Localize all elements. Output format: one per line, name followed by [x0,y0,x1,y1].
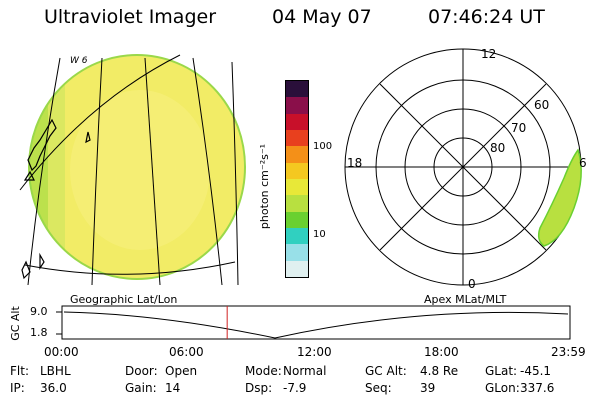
altitude-xtick-2359: 23:59 [551,345,586,359]
observation-date: 04 May 07 [272,6,372,28]
altitude-xtick-0000: 00:00 [44,345,79,359]
altitude-xtick-1800: 18:00 [424,345,459,359]
colorbar-band [286,113,308,130]
mlt-label-0: 0 [468,277,476,291]
lat-lon-grid [19,54,239,286]
colorbar-band [286,211,308,228]
info-key: IP: [10,381,25,395]
info-key: GLat: [485,364,518,378]
info-value: 14 [165,381,181,395]
colorbar-band [286,227,308,245]
mlt-label-12: 12 [481,47,497,61]
info-value: LBHL [40,364,71,378]
altitude-xtick-0600: 06:00 [169,345,204,359]
altitude-ytick-low: 1.8 [30,326,48,339]
altitude-ylabel: GC Alt [8,306,22,341]
info-key: Flt: [10,364,29,378]
info-value: -7.9 [283,381,307,395]
info-key: Door: [125,364,158,378]
info-key: Mode: [245,364,282,378]
info-value: 4.8 Re [420,364,459,378]
info-key: Gain: [125,381,157,395]
coastline [21,118,91,280]
colorbar-tick-100: 100 [313,141,333,152]
colorbar-band [286,178,308,196]
colorbar-band [286,97,308,114]
altitude-ytick-high: 9.0 [30,305,48,318]
mlat-label-70: 70 [511,121,527,135]
colorbar-band [286,146,308,163]
observation-time: 07:46:24 UT [428,6,545,28]
mlt-label-18: 18 [347,156,363,170]
colorbar-band [286,162,308,179]
colorbar-band [286,195,308,212]
info-value: 36.0 [40,381,67,395]
instrument-title: Ultraviolet Imager [44,6,217,28]
earth-panel-label: Geographic Lat/Lon [70,293,178,306]
info-value: 337.6 [520,381,555,395]
info-value: Normal [283,364,327,378]
info-key: Dsp: [245,381,273,395]
corner-marks: W 6 [70,56,88,66]
altitude-xtick-1200: 12:00 [297,345,332,359]
auroral-patch [537,148,582,247]
colorbar-band [286,129,308,147]
colorbar-band [286,260,308,277]
colorbar-band [286,81,308,98]
mlat-label-60: 60 [534,98,550,112]
info-key: Seq: [365,381,392,395]
info-value: Open [165,364,198,378]
info-value: -45.1 [520,364,552,378]
altitude-curve [63,311,569,339]
mlat-label-80: 80 [490,141,506,155]
info-key: GLon: [485,381,520,395]
polar-panel-label: Apex MLat/MLT [424,293,507,306]
colorbar-band [286,244,308,261]
colorbar-tick-10: 10 [313,229,326,240]
info-value: 39 [420,381,436,395]
info-key: GC Alt: [365,364,407,378]
colorbar [285,80,309,278]
mlt-label-6: 6 [579,156,587,170]
